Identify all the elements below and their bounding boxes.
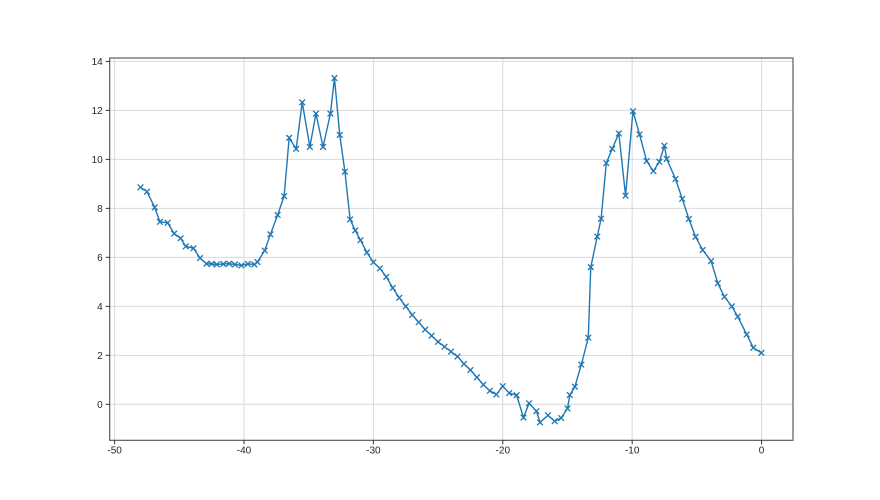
svg-text:12: 12 xyxy=(92,106,104,117)
svg-text:-10: -10 xyxy=(625,446,640,457)
svg-text:-50: -50 xyxy=(107,446,122,457)
svg-text:0: 0 xyxy=(97,400,103,411)
svg-text:-40: -40 xyxy=(237,446,252,457)
svg-text:2: 2 xyxy=(97,351,103,362)
svg-text:10: 10 xyxy=(92,155,104,166)
svg-text:8: 8 xyxy=(97,204,103,215)
svg-text:14: 14 xyxy=(92,57,104,68)
svg-text:-20: -20 xyxy=(496,446,511,457)
svg-text:4: 4 xyxy=(97,302,103,313)
svg-text:-30: -30 xyxy=(366,446,381,457)
svg-text:6: 6 xyxy=(97,253,103,264)
svg-text:0: 0 xyxy=(759,446,765,457)
